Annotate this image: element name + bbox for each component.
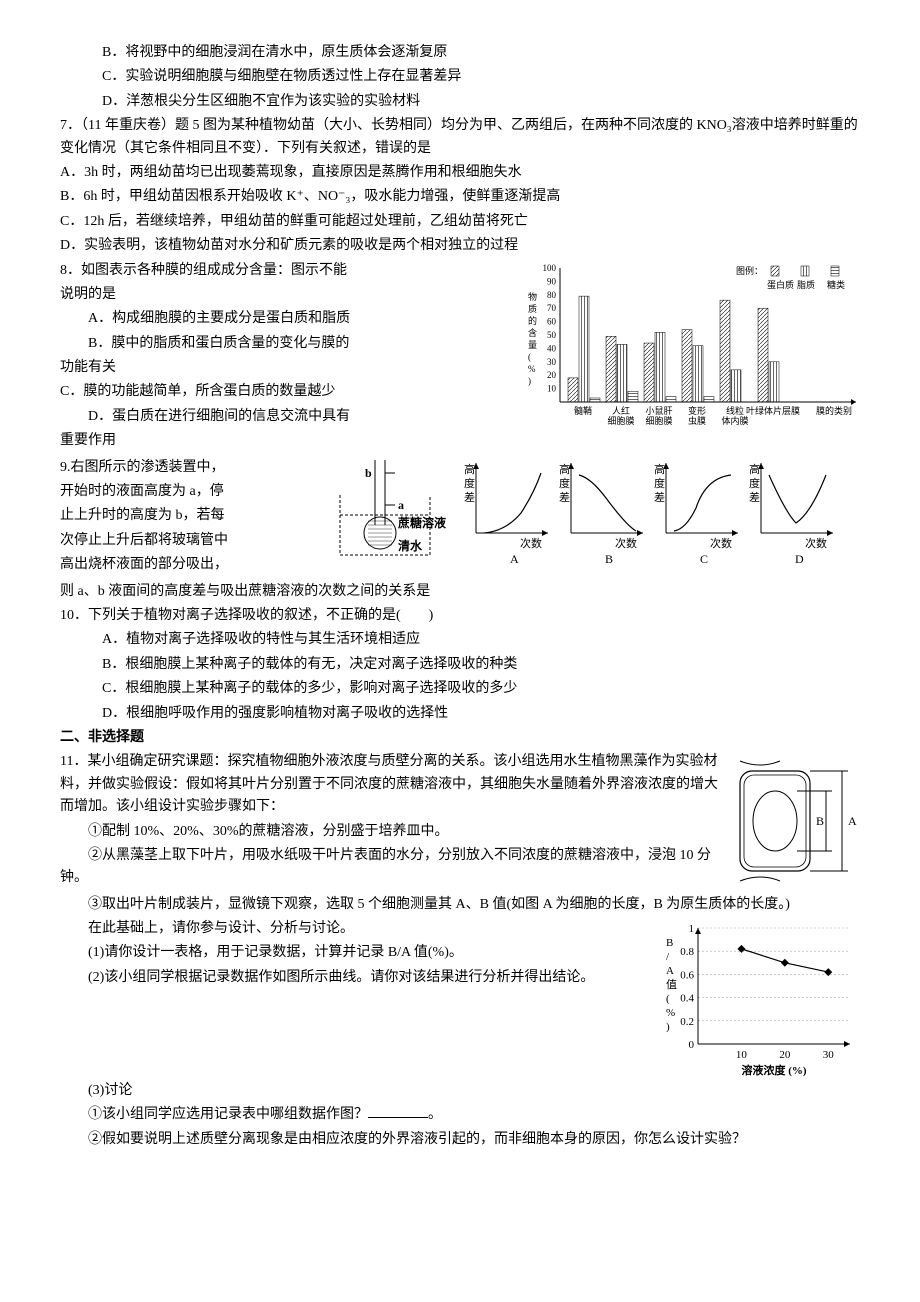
q10-opt-d: D．根细胞呼吸作用的强度影响植物对离子吸收的选择性 xyxy=(102,703,860,725)
svg-text:次数: 次数 xyxy=(710,536,732,550)
svg-text:差: 差 xyxy=(654,490,665,504)
svg-text:(: ( xyxy=(666,993,670,1005)
svg-text:20: 20 xyxy=(779,1049,791,1061)
svg-text:0: 0 xyxy=(689,1039,695,1051)
svg-text:%: % xyxy=(666,1007,675,1019)
q6-opt-c: C．实验说明细胞膜与细胞壁在物质透过性上存在显著差异 xyxy=(102,66,860,88)
svg-text:A: A xyxy=(848,814,857,828)
svg-text:100: 100 xyxy=(543,263,557,273)
svg-text:次数: 次数 xyxy=(520,536,542,550)
q10-opt-c: C．根细胞膜上某种离子的载体的多少，影响对离子选择吸收的多少 xyxy=(102,678,860,700)
svg-text:B: B xyxy=(816,814,824,828)
svg-text:度: 度 xyxy=(464,476,475,490)
q7-opt-d: D．实验表明，该植物幼苗对水分和矿质元素的吸收是两个相对独立的过程 xyxy=(60,235,860,257)
svg-text:溶液浓度 (%): 溶液浓度 (%) xyxy=(741,1063,806,1077)
q11-p5: (3)讨论 xyxy=(60,1080,860,1102)
q10-stem: 10．下列关于植物对离子选择吸收的叙述，不正确的是( ) xyxy=(60,605,860,627)
svg-text:髓鞘: 髓鞘 xyxy=(574,405,592,416)
svg-text:清水: 清水 xyxy=(398,538,423,553)
svg-text:30: 30 xyxy=(823,1049,835,1061)
svg-text:1: 1 xyxy=(689,923,695,935)
svg-text:a: a xyxy=(398,498,404,512)
q7-opt-b: B．6h 时，甲组幼苗因根系开始吸收 K⁺、NO⁻₃，吸水能力增强，使鲜重逐渐提… xyxy=(60,186,860,208)
svg-text:次数: 次数 xyxy=(615,536,637,550)
svg-text:线粒: 线粒 xyxy=(726,405,744,416)
svg-text:值: 值 xyxy=(666,978,677,991)
svg-text:度: 度 xyxy=(559,476,570,490)
svg-text:0.4: 0.4 xyxy=(680,993,694,1005)
q6-opt-d: D．洋葱根尖分生区细胞不宜作为该实验的实验材料 xyxy=(102,91,860,113)
svg-text:60: 60 xyxy=(547,316,557,326)
svg-text:差: 差 xyxy=(749,490,760,504)
svg-text:蛋白质: 蛋白质 xyxy=(767,279,794,290)
svg-text:体内膜: 体内膜 xyxy=(721,415,748,426)
q8-bar-chart: 102030405060708090100物质的含量(%)髓鞘人红细胞膜小鼠肝细… xyxy=(520,260,860,440)
svg-text:40: 40 xyxy=(547,343,557,353)
svg-text:物: 物 xyxy=(528,291,537,302)
svg-text:含: 含 xyxy=(528,327,537,338)
svg-text:70: 70 xyxy=(547,303,557,313)
svg-text:差: 差 xyxy=(464,490,475,504)
svg-text:虫膜: 虫膜 xyxy=(688,415,706,426)
svg-text:/: / xyxy=(666,951,670,963)
svg-text:0.6: 0.6 xyxy=(680,969,694,981)
q11-p7: ②假如要说明上述质壁分离现象是由相应浓度的外界溶液引起的，而非细胞本身的原因，你… xyxy=(60,1129,860,1151)
svg-text:质: 质 xyxy=(528,303,537,314)
svg-text:B: B xyxy=(605,552,613,566)
svg-text:糖类: 糖类 xyxy=(827,279,845,290)
svg-text:20: 20 xyxy=(547,370,557,380)
svg-text:脂质: 脂质 xyxy=(797,279,815,290)
q9-figures: ba蔗糖溶液清水 高度差次数A高度差次数B高度差次数C高度差次数D xyxy=(320,455,860,575)
svg-text:0.8: 0.8 xyxy=(680,946,694,958)
svg-text:b: b xyxy=(365,466,372,480)
svg-text:): ) xyxy=(666,1021,670,1033)
q6-opt-b: B．将视野中的细胞浸润在清水中，原生质体会逐渐复原 xyxy=(102,42,860,64)
svg-text:50: 50 xyxy=(547,330,557,340)
svg-text:的: 的 xyxy=(528,315,537,326)
q11-blank xyxy=(368,1117,428,1118)
q11-p6: ①该小组同学应选用记录表中哪组数据作图？。 xyxy=(60,1104,860,1126)
section-2-heading: 二、非选择题 xyxy=(60,727,860,749)
svg-text:0.2: 0.2 xyxy=(680,1016,694,1028)
q11-cell-figure: AB xyxy=(730,751,860,891)
svg-text:C: C xyxy=(700,552,708,566)
svg-text:度: 度 xyxy=(654,476,665,490)
svg-text:90: 90 xyxy=(547,276,557,286)
q7-stem: 7．（11 年重庆卷）题 5 图为某种植物幼苗（大小、长势相同）均分为甲、乙两组… xyxy=(60,115,860,160)
q11-line-chart: 0 0.2 0.4 0.6 0.8 1 10 20 30 B / A值 (%) 溶液浓度 (%) xyxy=(660,918,860,1078)
svg-text:小鼠肝: 小鼠肝 xyxy=(645,405,672,416)
svg-text:差: 差 xyxy=(559,490,570,504)
svg-text:人红: 人红 xyxy=(612,405,630,416)
svg-text:A: A xyxy=(666,965,674,977)
svg-text:10: 10 xyxy=(736,1049,748,1061)
svg-text:): ) xyxy=(528,376,531,386)
svg-text:膜的类别: 膜的类别 xyxy=(816,405,852,416)
svg-text:变形: 变形 xyxy=(688,405,706,416)
q9-l6: 则 a、b 液面间的高度差与吸出蔗糖溶液的次数之间的关系是 xyxy=(60,581,860,603)
svg-text:图例：: 图例： xyxy=(736,265,763,276)
svg-text:次数: 次数 xyxy=(805,536,827,550)
svg-text:10: 10 xyxy=(547,383,557,393)
svg-text:(: ( xyxy=(528,352,531,362)
svg-text:细胞膜: 细胞膜 xyxy=(607,415,634,426)
svg-text:度: 度 xyxy=(749,476,760,490)
q10-opt-a: A．植物对离子选择吸收的特性与其生活环境相适应 xyxy=(102,629,860,651)
q11-s3: ③取出叶片制成装片，显微镜下观察，选取 5 个细胞测量其 A、B 值(如图 A … xyxy=(60,894,860,916)
svg-text:30: 30 xyxy=(547,356,557,366)
q7-opt-c: C．12h 后，若继续培养，甲组幼苗的鲜重可能超过处理前，乙组幼苗将死亡 xyxy=(60,211,860,233)
svg-text:80: 80 xyxy=(547,289,557,299)
q10-opt-b: B．根细胞膜上某种离子的载体的有无，决定对离子选择吸收的种类 xyxy=(102,654,860,676)
svg-text:叶绿体片层膜: 叶绿体片层膜 xyxy=(746,405,800,416)
svg-text:量: 量 xyxy=(528,340,537,350)
svg-text:%: % xyxy=(528,364,536,374)
svg-text:细胞膜: 细胞膜 xyxy=(645,415,672,426)
svg-text:D: D xyxy=(795,552,804,566)
svg-text:A: A xyxy=(510,552,519,566)
svg-text:B: B xyxy=(666,937,673,949)
svg-text:蔗糖溶液: 蔗糖溶液 xyxy=(397,515,446,530)
q7-opt-a: A．3h 时，两组幼苗均已出现萎蔫现象，直接原因是蒸腾作用和根细胞失水 xyxy=(60,162,860,184)
